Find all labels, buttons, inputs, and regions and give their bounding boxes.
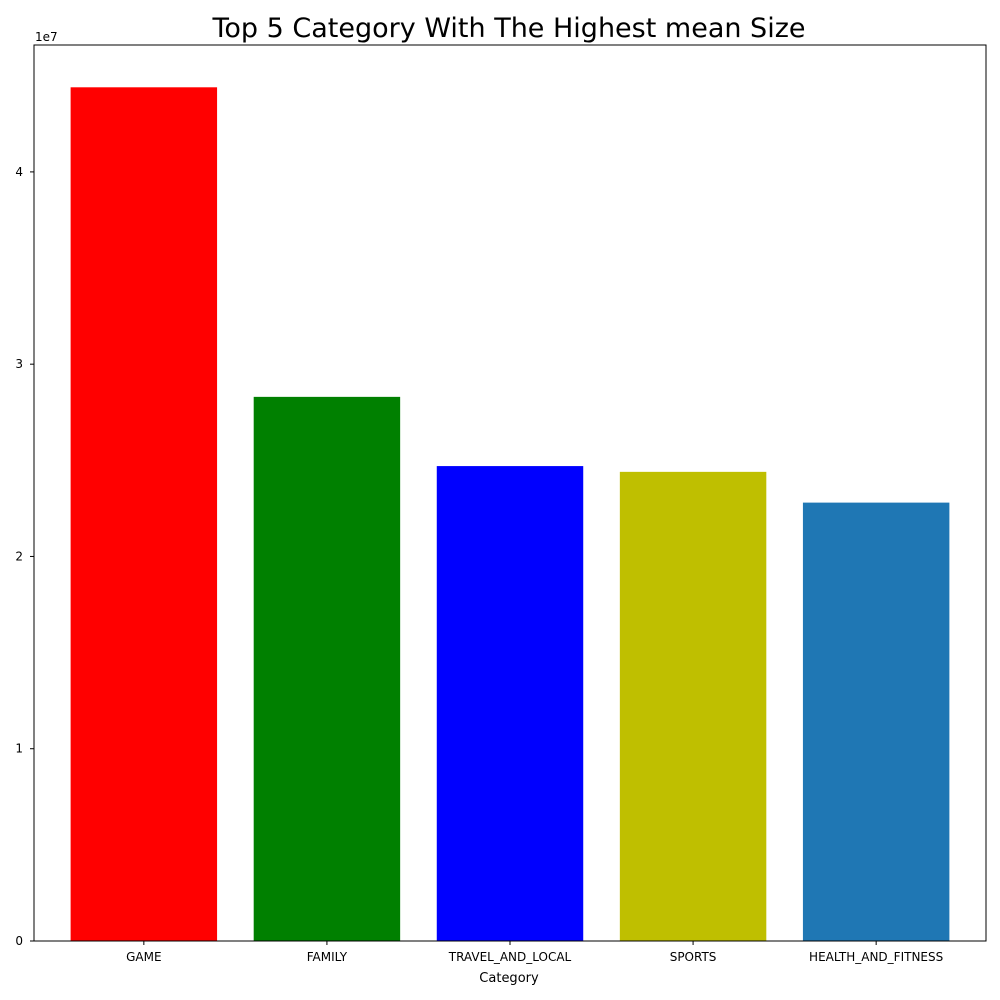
x-tick-label: TRAVEL_AND_LOCAL [448,950,572,964]
bar-family [253,396,401,941]
bar-sports [619,471,767,941]
x-tick-label: GAME [126,950,161,964]
x-tick-label: SPORTS [670,950,717,964]
chart-title: Top 5 Category With The Highest mean Siz… [212,13,806,44]
y-axis-offset-label: 1e7 [35,30,58,44]
bar-health-and-fitness [802,502,950,941]
x-tick-label: HEALTH_AND_FITNESS [809,950,943,964]
bar-travel-and-local [436,466,584,941]
y-tick-label: 1 [15,742,23,756]
y-tick-label: 3 [15,357,23,371]
bar-game [70,87,218,942]
x-axis-label: Category [479,971,539,986]
bars-layer [70,87,950,942]
y-tick-label: 2 [15,549,23,563]
y-tick-label: 0 [15,934,23,948]
y-tick-label: 4 [15,165,23,179]
x-tick-label: FAMILY [307,950,348,964]
y-axis: 0 1 2 3 4 [15,165,34,948]
x-axis: GAME FAMILY TRAVEL_AND_LOCAL SPORTS HEALTH_A… [126,941,943,964]
